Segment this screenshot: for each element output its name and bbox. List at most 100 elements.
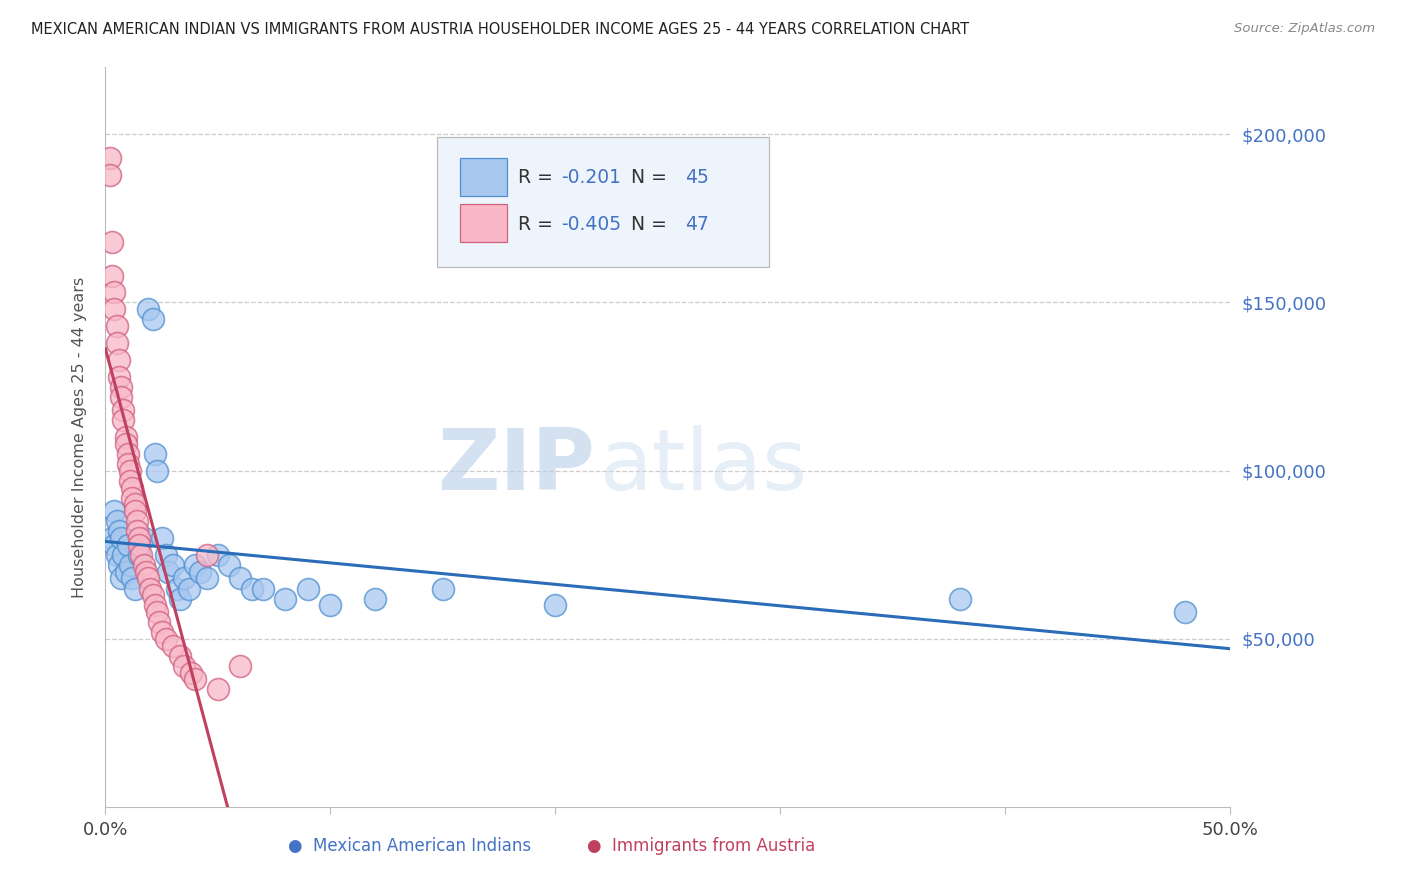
Point <box>184 558 207 572</box>
Point <box>169 648 191 663</box>
Point <box>110 379 132 393</box>
Point <box>105 319 128 334</box>
Point <box>143 447 166 461</box>
Point <box>101 268 124 283</box>
Point <box>240 582 263 596</box>
Point <box>98 168 121 182</box>
Text: ZIP: ZIP <box>437 425 595 508</box>
Point <box>188 565 211 579</box>
Point <box>229 659 252 673</box>
Point <box>218 558 240 572</box>
Point <box>155 632 177 646</box>
Point <box>125 524 148 539</box>
Point <box>117 447 139 461</box>
Point <box>114 565 136 579</box>
Point <box>143 599 166 613</box>
Point <box>169 591 191 606</box>
Point <box>142 312 165 326</box>
Point <box>103 538 125 552</box>
Point <box>297 582 319 596</box>
Point <box>432 582 454 596</box>
Point <box>120 474 142 488</box>
Point <box>155 548 177 562</box>
Point <box>114 430 136 444</box>
Point <box>195 571 218 585</box>
Point <box>108 352 131 367</box>
FancyBboxPatch shape <box>460 158 508 196</box>
Point <box>103 285 125 300</box>
Point <box>132 531 155 545</box>
Point <box>173 659 195 673</box>
Point <box>319 599 342 613</box>
Text: N =: N = <box>620 215 673 234</box>
Text: R =: R = <box>519 168 560 186</box>
Text: MEXICAN AMERICAN INDIAN VS IMMIGRANTS FROM AUSTRIA HOUSEHOLDER INCOME AGES 25 - : MEXICAN AMERICAN INDIAN VS IMMIGRANTS FR… <box>31 22 969 37</box>
Point <box>177 582 200 596</box>
Point <box>162 639 184 653</box>
Point <box>136 302 159 317</box>
Point <box>229 571 252 585</box>
Point <box>128 548 150 562</box>
Point <box>112 403 135 417</box>
Point <box>112 413 135 427</box>
Point <box>1174 605 1197 619</box>
Point <box>105 514 128 528</box>
Text: Source: ZipAtlas.com: Source: ZipAtlas.com <box>1234 22 1375 36</box>
Point <box>364 591 387 606</box>
Point <box>146 605 169 619</box>
Point <box>125 514 148 528</box>
Point <box>139 582 162 596</box>
Point <box>124 582 146 596</box>
Point <box>128 538 150 552</box>
Point <box>207 548 229 562</box>
Text: -0.405: -0.405 <box>561 215 621 234</box>
FancyBboxPatch shape <box>437 137 769 267</box>
Point <box>173 571 195 585</box>
Point <box>274 591 297 606</box>
Point <box>101 531 124 545</box>
Point <box>150 625 173 640</box>
Point <box>132 558 155 572</box>
Text: N =: N = <box>620 168 673 186</box>
Point <box>117 457 139 471</box>
Point <box>136 571 159 585</box>
Point <box>105 335 128 350</box>
Point <box>108 524 131 539</box>
Point <box>148 615 170 630</box>
Point <box>142 588 165 602</box>
Point <box>166 582 188 596</box>
Point <box>124 504 146 518</box>
Point <box>117 538 139 552</box>
Point <box>131 548 153 562</box>
Point <box>120 558 142 572</box>
Point <box>110 390 132 404</box>
Point <box>207 682 229 697</box>
Point <box>544 599 567 613</box>
Point <box>103 504 125 518</box>
Point <box>101 235 124 249</box>
Point <box>121 491 143 505</box>
Point <box>150 531 173 545</box>
Text: ●  Immigrants from Austria: ● Immigrants from Austria <box>588 838 815 855</box>
Point <box>252 582 274 596</box>
Point <box>98 151 121 165</box>
Point <box>124 497 146 511</box>
Point <box>184 673 207 687</box>
Point <box>112 548 135 562</box>
Point <box>114 437 136 451</box>
Point <box>120 464 142 478</box>
Point <box>103 302 125 317</box>
Point <box>146 464 169 478</box>
Text: ●  Mexican American Indians: ● Mexican American Indians <box>288 838 530 855</box>
FancyBboxPatch shape <box>460 204 508 243</box>
Text: R =: R = <box>519 215 560 234</box>
Point <box>162 558 184 572</box>
Point <box>949 591 972 606</box>
Point <box>180 665 202 680</box>
Text: 47: 47 <box>685 215 709 234</box>
Y-axis label: Householder Income Ages 25 - 44 years: Householder Income Ages 25 - 44 years <box>72 277 87 598</box>
Point <box>110 571 132 585</box>
Point <box>108 369 131 384</box>
Point <box>110 531 132 545</box>
Point <box>135 565 157 579</box>
